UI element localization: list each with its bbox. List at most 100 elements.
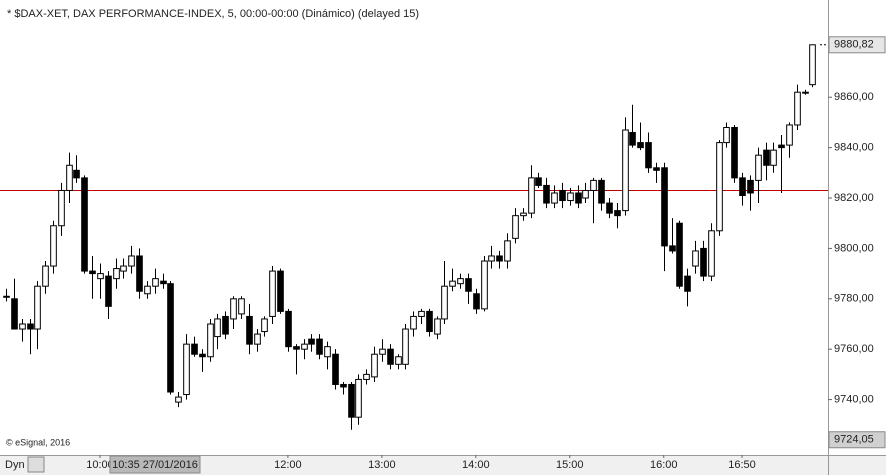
- candle-body: [167, 283, 174, 393]
- candle-body: [19, 323, 26, 330]
- candle-body: [739, 177, 746, 197]
- candle-body: [481, 260, 488, 310]
- candle-body: [590, 179, 597, 191]
- candle-body: [222, 315, 229, 335]
- candle-body: [332, 353, 339, 385]
- candle-body: [246, 315, 253, 345]
- candle-body: [293, 346, 300, 350]
- x-tick-label: 14:00: [462, 459, 490, 471]
- candle-body: [371, 353, 378, 378]
- candle-body: [11, 298, 18, 330]
- candle-body: [465, 278, 472, 292]
- candle-body: [747, 179, 754, 194]
- crosshair-value-box: [828, 431, 886, 449]
- candle-body: [363, 373, 370, 380]
- candle-body: [418, 310, 425, 317]
- candle-body: [316, 338, 323, 355]
- candle-body: [520, 212, 527, 217]
- candle-body: [402, 328, 409, 365]
- candle-body: [50, 225, 57, 267]
- candle-body: [277, 270, 284, 312]
- copyright: © eSignal, 2016: [6, 437, 70, 447]
- candle-body: [254, 333, 261, 345]
- crosshair-value-label: 9724,05: [834, 434, 874, 446]
- candle-body: [692, 250, 699, 267]
- candle-body: [614, 210, 621, 217]
- candle-body: [606, 202, 613, 214]
- y-tick-label: 9780,00: [834, 293, 874, 305]
- candle-body: [175, 396, 182, 403]
- candle-body: [716, 142, 723, 232]
- candle-body: [269, 270, 276, 317]
- candle-body: [786, 124, 793, 146]
- candle-body: [661, 167, 668, 247]
- candle-body: [348, 383, 355, 418]
- candle-body: [669, 245, 676, 252]
- candle-body: [582, 189, 589, 199]
- candle-body: [723, 126, 730, 144]
- candle-body: [3, 295, 10, 298]
- candle-body: [73, 169, 80, 179]
- candle-body: [778, 144, 785, 149]
- candle-body: [426, 310, 433, 333]
- x-tick-label: 16:50: [728, 459, 756, 471]
- candle-body: [731, 126, 738, 179]
- candle-body: [598, 179, 605, 204]
- candle-body: [559, 189, 566, 202]
- candle-body: [230, 298, 237, 320]
- candle-body: [128, 255, 135, 267]
- candle-body: [301, 343, 308, 350]
- crosshair-time-box: [109, 455, 201, 474]
- candle-body: [105, 275, 112, 307]
- candle-body: [340, 383, 347, 388]
- candle-body: [261, 318, 268, 333]
- candle-body: [58, 189, 65, 227]
- candle-body: [449, 280, 456, 287]
- candle-body: [535, 177, 542, 186]
- x-tick-label: 16:00: [650, 459, 678, 471]
- y-tick-label: 9760,00: [834, 343, 874, 355]
- candle-body: [473, 293, 480, 310]
- candle-body: [160, 280, 167, 285]
- candle-body: [441, 285, 448, 320]
- candle-body: [708, 230, 715, 277]
- candle-body: [81, 177, 88, 272]
- candle-body: [199, 353, 206, 358]
- candle-body: [387, 348, 394, 365]
- candle-body: [434, 318, 441, 335]
- y-tick-label: 9740,00: [834, 393, 874, 405]
- candle-body: [629, 132, 636, 146]
- candle-body: [653, 167, 660, 171]
- chart-title: * $DAX-XET, DAX PERFORMANCE-INDEX, 5, 00…: [7, 8, 419, 20]
- candle-body: [355, 378, 362, 418]
- y-tick-label: 9800,00: [834, 242, 874, 254]
- last-price-label: 9880,82: [834, 39, 874, 51]
- candle-body: [395, 356, 402, 365]
- candle-body: [684, 275, 691, 292]
- candle-body: [27, 323, 34, 330]
- candle-body: [214, 318, 221, 338]
- candle-body: [183, 343, 190, 396]
- crosshair-time-label: 10:35 27/01/2016: [112, 459, 198, 471]
- candle-body: [191, 343, 198, 355]
- candle-body: [457, 278, 464, 285]
- x-tick-label: 10:00: [86, 459, 114, 471]
- candle-body: [496, 255, 503, 262]
- candle-body: [238, 298, 245, 315]
- last-price-box: [828, 36, 886, 54]
- x-tick-label: 12:00: [274, 459, 302, 471]
- mode-label: Dyn: [5, 459, 25, 471]
- candle-body: [89, 270, 96, 275]
- candle-body: [543, 184, 550, 204]
- candle-body: [528, 177, 535, 214]
- candle-body: [637, 142, 644, 149]
- mode-button[interactable]: [27, 456, 45, 473]
- candle-body: [794, 91, 801, 126]
- candle-body: [551, 192, 558, 204]
- y-tick-label: 9840,00: [834, 142, 874, 154]
- candle-body: [410, 315, 417, 330]
- candle-body: [42, 265, 49, 287]
- candle-body: [34, 285, 41, 330]
- candle-body: [144, 285, 151, 295]
